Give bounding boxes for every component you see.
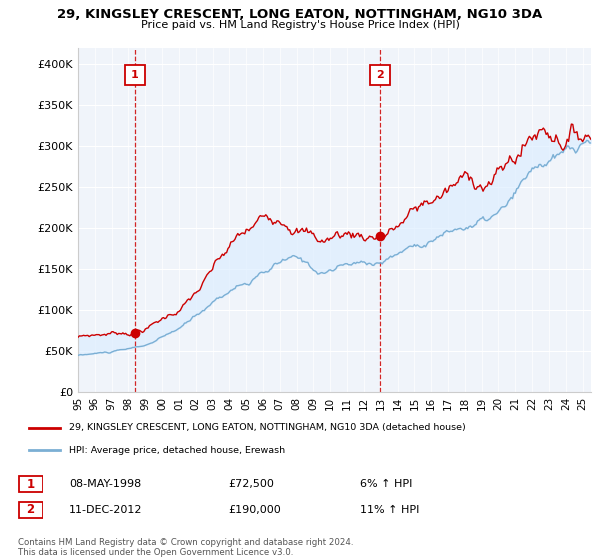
Text: 1: 1 [26,478,35,491]
Text: 08-MAY-1998: 08-MAY-1998 [69,479,141,489]
Text: 11% ↑ HPI: 11% ↑ HPI [360,505,419,515]
Text: 11-DEC-2012: 11-DEC-2012 [69,505,143,515]
Text: £72,500: £72,500 [228,479,274,489]
Text: Price paid vs. HM Land Registry's House Price Index (HPI): Price paid vs. HM Land Registry's House … [140,20,460,30]
FancyBboxPatch shape [19,477,43,492]
FancyBboxPatch shape [19,502,43,517]
Text: 2: 2 [26,503,35,516]
Text: Contains HM Land Registry data © Crown copyright and database right 2024.
This d: Contains HM Land Registry data © Crown c… [18,538,353,557]
Text: £190,000: £190,000 [228,505,281,515]
Text: 2: 2 [376,70,383,80]
Text: 6% ↑ HPI: 6% ↑ HPI [360,479,412,489]
Text: HPI: Average price, detached house, Erewash: HPI: Average price, detached house, Erew… [69,446,285,455]
Text: 29, KINGSLEY CRESCENT, LONG EATON, NOTTINGHAM, NG10 3DA (detached house): 29, KINGSLEY CRESCENT, LONG EATON, NOTTI… [69,423,466,432]
Text: 29, KINGSLEY CRESCENT, LONG EATON, NOTTINGHAM, NG10 3DA: 29, KINGSLEY CRESCENT, LONG EATON, NOTTI… [58,8,542,21]
Text: 1: 1 [131,70,139,80]
